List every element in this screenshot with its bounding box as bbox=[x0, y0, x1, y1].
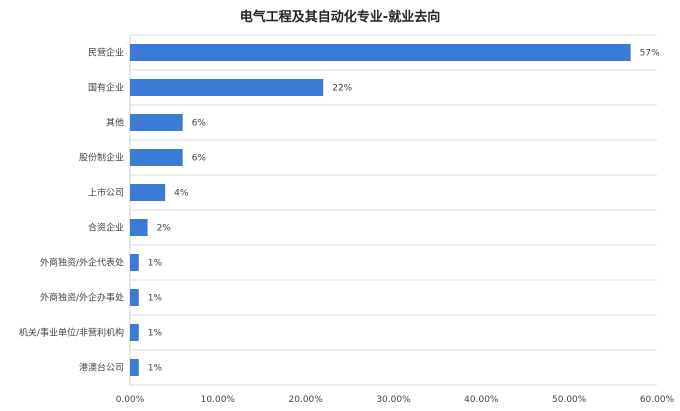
data-label: 1% bbox=[148, 294, 163, 304]
bar bbox=[130, 79, 324, 96]
x-tick-label: 20.00% bbox=[289, 395, 324, 405]
bar bbox=[130, 254, 139, 271]
category-label: 上市公司 bbox=[88, 187, 124, 199]
bar bbox=[130, 184, 166, 201]
bar bbox=[130, 359, 139, 376]
data-label: 6% bbox=[192, 119, 207, 129]
bar bbox=[130, 44, 631, 61]
bar bbox=[130, 219, 148, 236]
category-label: 国有企业 bbox=[88, 82, 124, 94]
category-label: 股份制企业 bbox=[79, 152, 124, 164]
category-label: 民营企业 bbox=[88, 47, 124, 59]
x-tick-label: 0.00% bbox=[116, 395, 145, 405]
category-label: 机关/事业单位/非营利机构 bbox=[19, 327, 124, 339]
data-label: 2% bbox=[157, 224, 172, 234]
data-label: 6% bbox=[192, 154, 207, 164]
data-label: 57% bbox=[640, 49, 660, 59]
data-label: 1% bbox=[148, 259, 163, 269]
category-label: 外商独资/外企办事处 bbox=[40, 292, 124, 304]
category-label: 港澳台公司 bbox=[79, 362, 124, 374]
x-tick-label: 30.00% bbox=[376, 395, 411, 405]
chart-title: 电气工程及其自动化专业-就业去向 bbox=[239, 10, 441, 25]
x-tick-label: 40.00% bbox=[464, 395, 499, 405]
bar bbox=[130, 289, 139, 306]
data-label: 1% bbox=[148, 329, 163, 339]
data-label: 4% bbox=[174, 189, 189, 199]
data-label: 1% bbox=[148, 364, 163, 374]
bar bbox=[130, 149, 183, 166]
category-label: 外商独资/外企代表处 bbox=[40, 257, 124, 269]
category-label: 其他 bbox=[106, 117, 124, 129]
bar bbox=[130, 114, 183, 131]
data-label: 22% bbox=[332, 84, 352, 94]
category-label: 合资企业 bbox=[88, 222, 124, 234]
x-tick-label: 60.00% bbox=[640, 395, 675, 405]
bar bbox=[130, 324, 139, 341]
x-tick-label: 10.00% bbox=[201, 395, 236, 405]
x-tick-label: 50.00% bbox=[552, 395, 587, 405]
